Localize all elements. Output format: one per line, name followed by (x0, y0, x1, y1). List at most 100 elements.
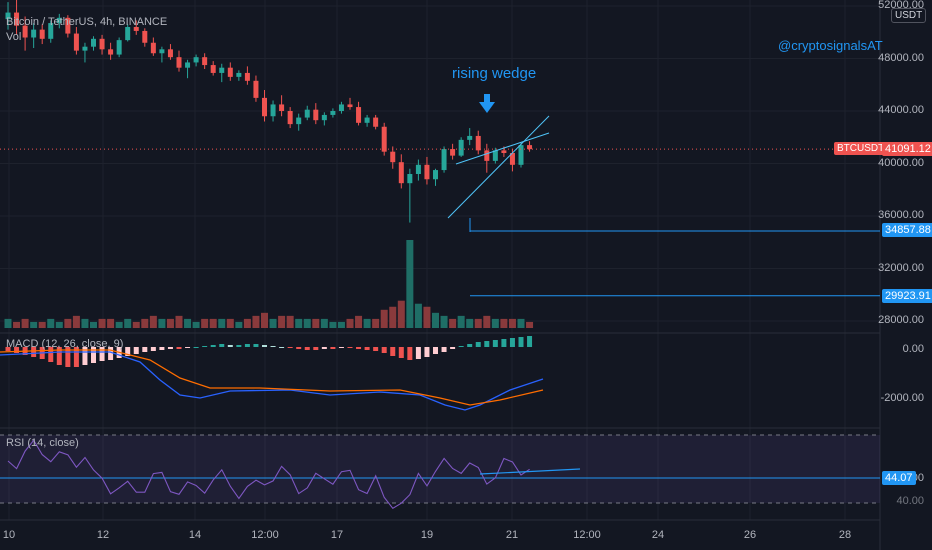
macd-histogram-bar (73, 347, 79, 367)
volume-bar (149, 315, 157, 328)
volume-bar (303, 318, 311, 328)
macd-histogram-bar (364, 347, 370, 350)
volume-bar (363, 318, 371, 328)
volume-bar (269, 318, 277, 328)
volume-bar (141, 318, 149, 328)
candle (210, 61, 216, 76)
macd-histogram-bar (82, 347, 88, 365)
candle (356, 101, 362, 126)
time-axis-label: 26 (743, 529, 757, 541)
macd-histogram-bar (56, 347, 62, 365)
volume-bar (423, 306, 431, 328)
last-price-tag: 41091.12 (882, 142, 932, 156)
volume-bar (414, 303, 422, 328)
price-axis-label: 36000.00 (878, 209, 924, 221)
macd-line (0, 351, 544, 411)
candle (116, 37, 122, 58)
candle (262, 90, 267, 122)
volume-bar (243, 318, 251, 328)
candle (125, 24, 131, 42)
volume-bar (278, 315, 286, 328)
candle (313, 103, 319, 125)
macd-histogram-bar (48, 347, 54, 362)
volume-bar (47, 318, 55, 328)
volume-bar (483, 315, 491, 328)
pane-separators (0, 0, 881, 550)
volume-bar (517, 318, 525, 328)
volume-bar (380, 309, 388, 328)
macd-histogram-bar (313, 347, 319, 350)
candle (99, 34, 105, 55)
price-axis-label: 48000.00 (878, 51, 924, 64)
candle (450, 143, 456, 160)
volume-bars (4, 240, 534, 328)
candle (65, 15, 71, 38)
macd-histogram-bar (433, 347, 438, 354)
macd-histogram-bar (501, 339, 507, 347)
volume-bar (389, 306, 397, 328)
candle (338, 101, 344, 114)
candle (458, 137, 464, 157)
volume-bar (346, 318, 354, 328)
macd-histogram-bar (193, 347, 199, 348)
volume-bar (320, 318, 328, 328)
volume-bar (201, 318, 209, 328)
macd-histogram-bar (14, 347, 20, 353)
volume-bar (440, 315, 448, 328)
macd-histogram-bar (475, 342, 481, 347)
macd-histogram-bar (253, 344, 259, 347)
macd-histogram-bar (450, 347, 456, 349)
macd-histogram-bar (390, 347, 396, 356)
candle (159, 46, 165, 63)
macd-histogram-bar (279, 347, 285, 348)
symbol-title: Bitcoin / TetherUS, 4h, BINANCE (6, 16, 168, 28)
macd-histogram-bar (373, 347, 379, 351)
volume-bar (158, 318, 166, 328)
macd-axis-neg: -2000.00 (880, 392, 924, 404)
macd-title: MACD (12, 26, close, 9) (6, 338, 124, 350)
candle (296, 113, 302, 131)
level-price-tag-2: 29923.91 (882, 289, 932, 303)
macd-histogram-bar (424, 347, 430, 357)
macd-histogram-bar (492, 340, 498, 347)
grid-lines (0, 0, 880, 520)
volume-bar (81, 318, 89, 328)
time-axis-label: 17 (330, 529, 344, 541)
volume-bar (466, 318, 474, 328)
candle (219, 63, 225, 83)
candle (321, 112, 327, 126)
volume-bar (30, 321, 38, 328)
rising-wedge-drawing[interactable] (447, 115, 550, 219)
candle (424, 156, 430, 185)
volume-bar (526, 321, 534, 328)
candle (48, 20, 54, 43)
rsi-axis-low: 40.00 (896, 495, 924, 507)
volume-bar (500, 318, 508, 328)
macd-histogram-bar (125, 347, 131, 356)
volume-bar (329, 321, 337, 328)
volume-bar (64, 318, 72, 328)
signal-line (0, 349, 544, 406)
rsi-trend-line[interactable] (479, 468, 581, 475)
candle (176, 50, 182, 72)
time-axis-label: 10 (2, 529, 16, 541)
volume-bar (21, 318, 29, 328)
macd-histogram-bar (185, 347, 191, 348)
candle (73, 27, 79, 55)
candle (56, 13, 62, 29)
time-axis-label: 12 (96, 529, 110, 541)
currency-badge[interactable]: USDT (891, 8, 927, 23)
macd-histogram-bar (381, 347, 387, 353)
volume-bar (508, 318, 516, 328)
macd-histogram-bar (304, 347, 310, 350)
macd-histogram-bar (287, 347, 293, 348)
candle (202, 53, 208, 69)
volume-bar (132, 321, 140, 328)
macd-histogram-bar (244, 344, 250, 347)
price-axis-label: 44000.00 (878, 104, 924, 116)
macd-histogram-bar (458, 346, 464, 347)
volume-bar (218, 318, 226, 328)
volume-bar (235, 321, 243, 328)
candle (108, 42, 114, 60)
